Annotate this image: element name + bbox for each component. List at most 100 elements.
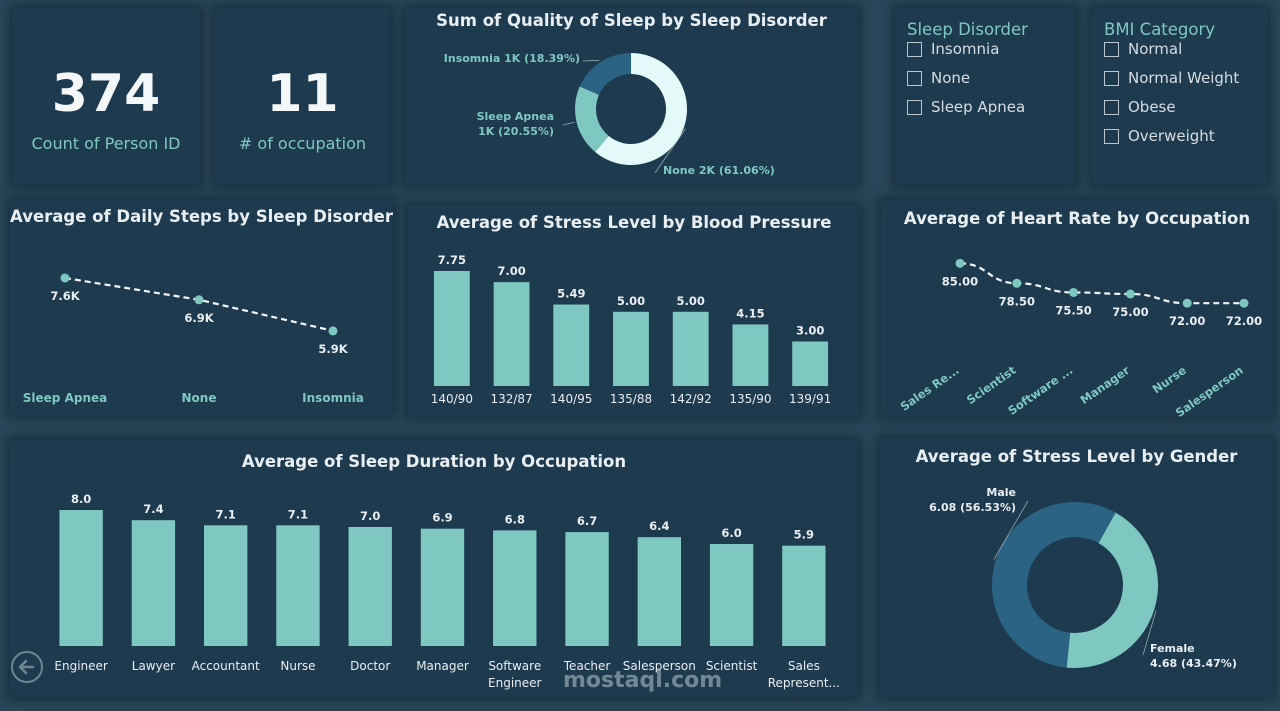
slice-label: Female bbox=[1150, 642, 1195, 655]
x-tick-label: Accountant bbox=[192, 659, 260, 673]
chart-title: Average of Sleep Duration by Occupation bbox=[241, 452, 627, 471]
data-label: 7.75 bbox=[438, 253, 466, 267]
data-label: 7.1 bbox=[288, 507, 308, 521]
chart-card-sleep-duration: Average of Sleep Duration by Occupation … bbox=[10, 440, 858, 697]
data-label: 72.00 bbox=[1226, 314, 1262, 328]
checkbox[interactable] bbox=[907, 70, 922, 86]
bar bbox=[565, 532, 609, 646]
slice-label: 6.08 (56.53%) bbox=[929, 501, 1016, 514]
data-label: 75.50 bbox=[1055, 303, 1091, 317]
x-tick-label: Teacher bbox=[563, 659, 611, 673]
checkbox[interactable] bbox=[907, 41, 922, 57]
stress-by-bp-bar-chart[interactable]: 7.75 140/90 7.00 132/87 5.49 140/95 5.00 135/88… bbox=[408, 205, 860, 417]
x-tick-label: Scientist bbox=[706, 659, 758, 673]
data-label: 7.1 bbox=[215, 507, 235, 521]
bar bbox=[276, 525, 320, 646]
x-tick-label: 135/90 bbox=[729, 392, 771, 406]
donut-slice-sleep-apnea bbox=[575, 86, 609, 153]
chart-title: Average of Stress Level by Blood Pressur… bbox=[436, 213, 832, 232]
x-tick-label: Engineer bbox=[54, 659, 108, 673]
checkbox[interactable] bbox=[1104, 41, 1119, 57]
slicer-option-normal[interactable]: Normal bbox=[1104, 38, 1182, 60]
x-tick-label: Engineer bbox=[488, 676, 542, 690]
chart-card-stress-by-bp: Average of Stress Level by Blood Pressur… bbox=[408, 205, 860, 417]
leader-line bbox=[654, 128, 686, 174]
bar bbox=[493, 282, 530, 386]
bar bbox=[433, 271, 470, 386]
leader-line bbox=[993, 500, 1029, 560]
bar bbox=[732, 324, 769, 386]
data-point bbox=[328, 326, 338, 336]
chart-title: Average of Daily Steps by Sleep Disorder bbox=[10, 207, 393, 226]
x-tick-label: Sleep Apnea bbox=[23, 391, 107, 405]
slicer-option-sleep-apnea[interactable]: Sleep Apnea bbox=[907, 96, 1025, 118]
x-tick-label: Nurse bbox=[280, 659, 315, 673]
checkbox[interactable] bbox=[907, 99, 922, 115]
chart-card-stress-by-gender: Average of Stress Level by Gender Female… bbox=[880, 438, 1273, 697]
leader-line bbox=[562, 121, 575, 126]
leader-line bbox=[1142, 610, 1157, 656]
leader-line bbox=[582, 60, 600, 62]
checkbox[interactable] bbox=[1104, 70, 1119, 86]
slicer-option-label: Sleep Apnea bbox=[931, 98, 1026, 116]
data-point bbox=[955, 258, 965, 268]
checkbox[interactable] bbox=[1104, 128, 1119, 144]
x-tick-label: Scientist bbox=[964, 363, 1019, 407]
daily-steps-line-chart[interactable]: 7.6K Sleep Apnea 6.9K None 5.9K Insomnia bbox=[10, 200, 393, 415]
slice-label: 1K (20.55%) bbox=[478, 125, 554, 138]
slicer-option-label: Normal bbox=[1128, 40, 1183, 58]
data-label: 5.00 bbox=[617, 294, 645, 308]
chart-card-heart-rate: Average of Heart Rate by Occupation 85.0… bbox=[881, 200, 1273, 417]
data-label: 6.8 bbox=[505, 512, 525, 526]
kpi-value: 11 bbox=[266, 64, 339, 124]
kpi-card-person-count: 374 Count of Person ID bbox=[12, 8, 200, 185]
data-label: 7.0 bbox=[360, 509, 380, 523]
data-label: 72.00 bbox=[1169, 314, 1205, 328]
data-label: 6.0 bbox=[721, 526, 741, 540]
slicer-option-label: Normal Weight bbox=[1128, 69, 1240, 87]
data-point bbox=[1182, 298, 1192, 308]
donut-slice-male bbox=[992, 502, 1116, 668]
kpi-card-occupation-count: 11 # of occupation bbox=[215, 8, 390, 185]
slicer-option-normal-weight[interactable]: Normal Weight bbox=[1104, 67, 1239, 89]
back-arrow-button[interactable] bbox=[11, 651, 43, 683]
donut-slice-female bbox=[1066, 512, 1158, 668]
x-tick-label: Sales bbox=[788, 659, 820, 673]
slicer-sleep-disorder: Sleep Disorder Insomnia None Sleep Apnea bbox=[895, 8, 1076, 185]
x-tick-label: Manager bbox=[1078, 363, 1133, 407]
bar bbox=[792, 341, 829, 386]
x-tick-label: 140/95 bbox=[550, 392, 592, 406]
bar bbox=[553, 304, 590, 386]
x-tick-label: None bbox=[182, 391, 217, 405]
data-label: 7.6K bbox=[50, 289, 80, 303]
chart-title: Average of Stress Level by Gender bbox=[915, 447, 1238, 466]
data-label: 5.9K bbox=[318, 342, 348, 356]
slicer-option-none[interactable]: None bbox=[907, 67, 970, 89]
data-label: 4.15 bbox=[736, 306, 764, 320]
data-label: 5.49 bbox=[557, 287, 585, 301]
data-point bbox=[1125, 289, 1135, 299]
data-label: 6.9K bbox=[184, 311, 214, 325]
data-label: 5.9 bbox=[794, 528, 814, 542]
quality-donut-chart[interactable]: None 2K (61.06%) Sleep Apnea 1K (20.55%) In… bbox=[405, 8, 858, 185]
sleep-duration-bar-chart[interactable]: 8.0 Engineer 7.4 Lawyer 7.1 Accountant 7.1 Nurs… bbox=[10, 440, 858, 697]
x-tick-label: Nurse bbox=[1150, 363, 1189, 396]
bar bbox=[59, 510, 103, 646]
slicer-option-insomnia[interactable]: Insomnia bbox=[907, 38, 999, 60]
data-label: 7.4 bbox=[143, 502, 163, 516]
x-tick-label: Software bbox=[488, 659, 541, 673]
data-label: 8.0 bbox=[71, 492, 91, 506]
slicer-option-obese[interactable]: Obese bbox=[1104, 96, 1176, 118]
chart-title: Sum of Quality of Sleep by Sleep Disorde… bbox=[436, 11, 827, 30]
donut-slice-none bbox=[595, 53, 687, 165]
slicer-option-label: Obese bbox=[1128, 98, 1176, 116]
x-tick-label: Doctor bbox=[350, 659, 390, 673]
data-label: 7.00 bbox=[497, 264, 525, 278]
slice-label: Insomnia 1K (18.39%) bbox=[444, 52, 580, 65]
kpi-label: Count of Person ID bbox=[31, 134, 181, 153]
slicer-option-overweight[interactable]: Overweight bbox=[1104, 125, 1215, 147]
back-arrow-icon bbox=[18, 659, 35, 675]
stress-by-gender-donut-chart[interactable]: Female 4.68 (43.47%) Male 6.08 (56.53%) bbox=[880, 438, 1273, 697]
checkbox[interactable] bbox=[1104, 99, 1119, 115]
